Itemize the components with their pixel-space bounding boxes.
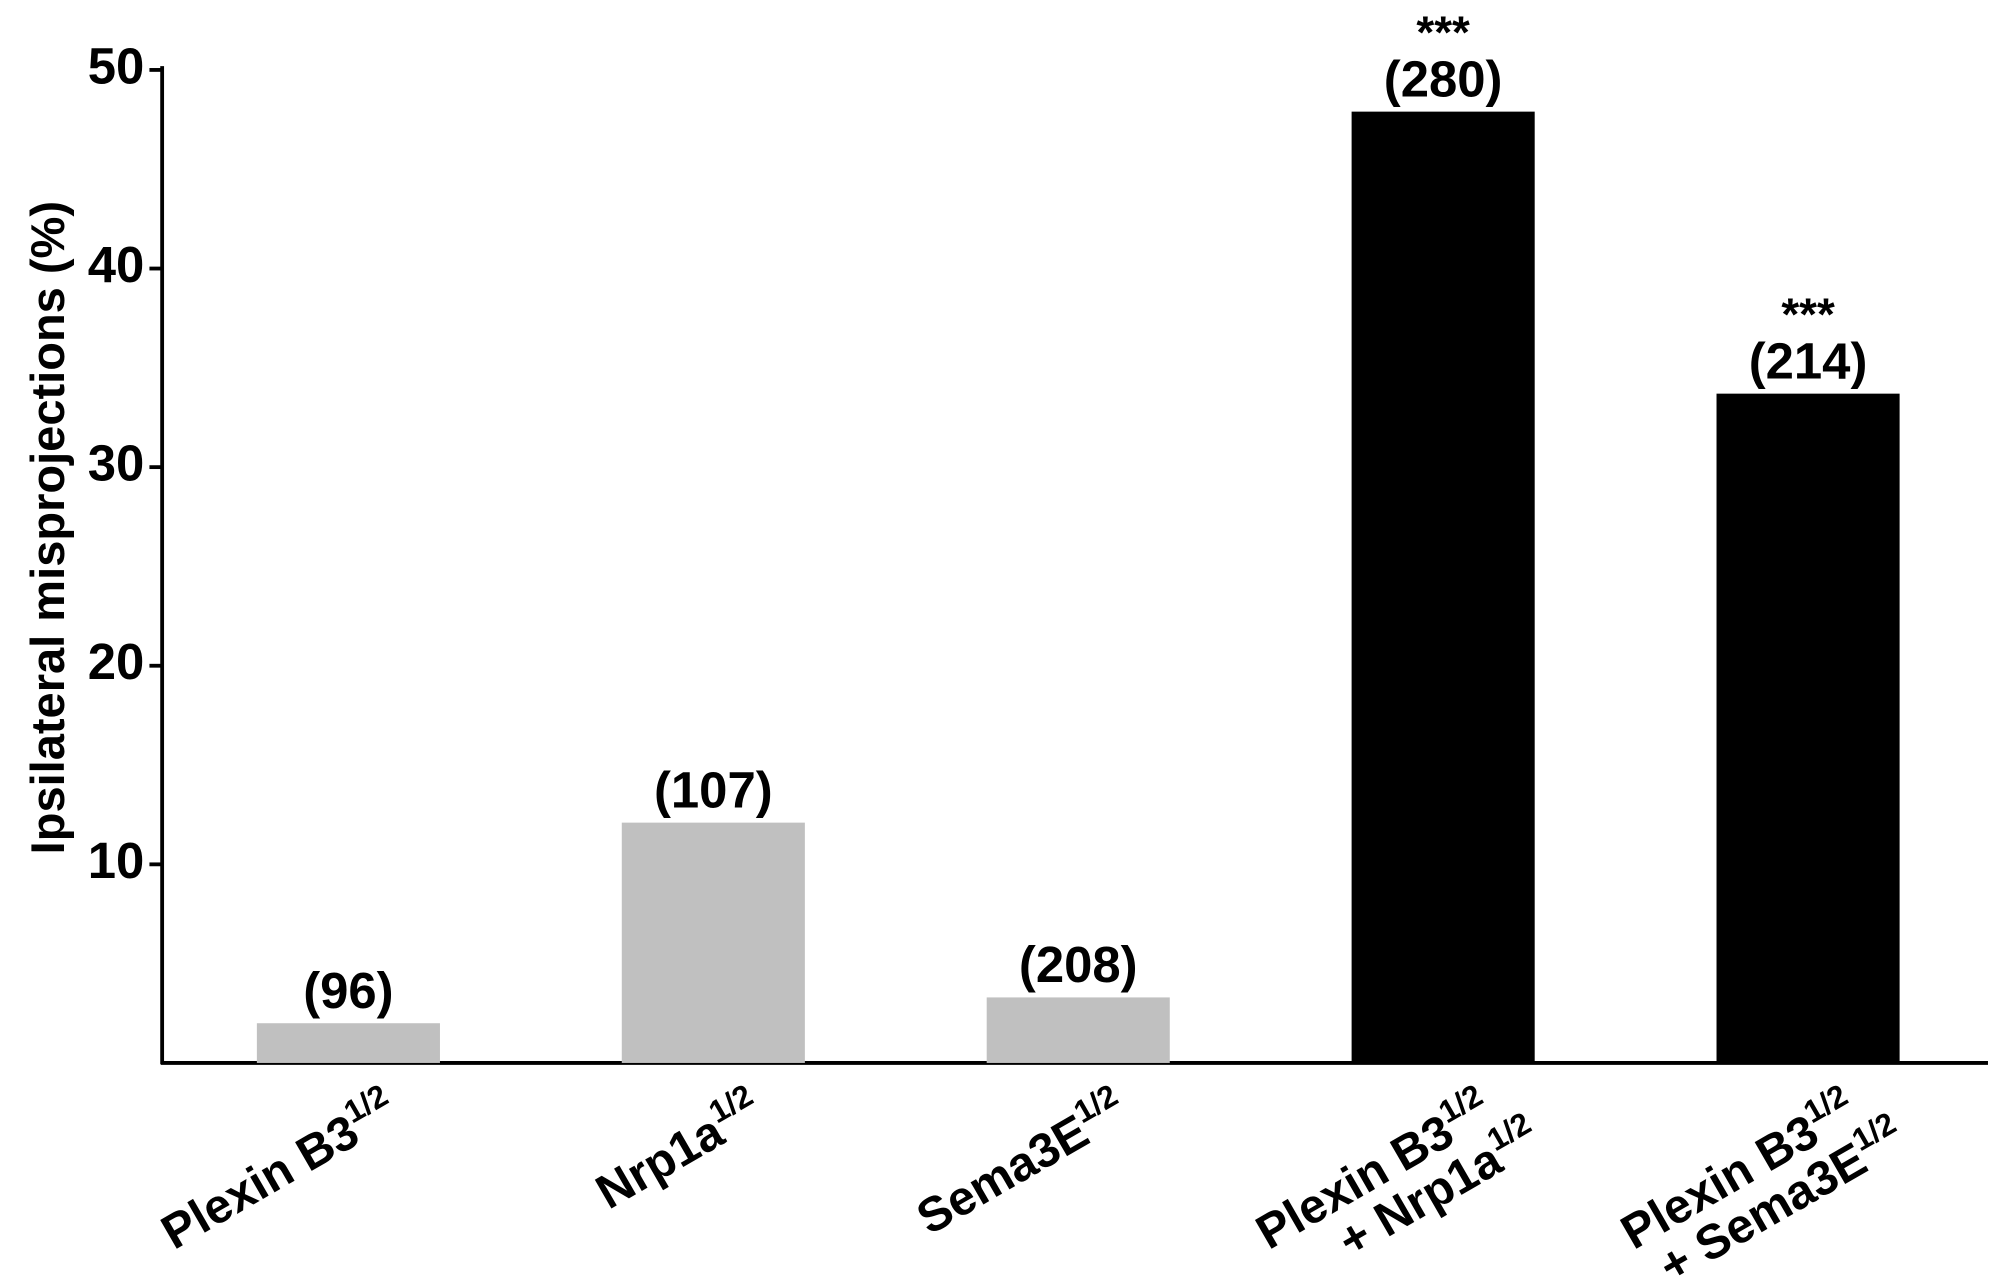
- n-label: (280): [1384, 50, 1503, 107]
- x-tick-label: Plexin B31/2: [149, 1077, 406, 1260]
- y-axis-label: Ipsilateral misprojections (%): [21, 201, 74, 854]
- y-tick-label: 30: [88, 435, 145, 492]
- bar: [1716, 393, 1900, 1063]
- n-label: (214): [1749, 332, 1868, 389]
- x-tick-label-group: Plexin B31/2+ Nrp1a1/2: [1247, 1077, 1537, 1268]
- bar: [1351, 111, 1535, 1063]
- x-tick-label-group: Plexin B31/2+ Sema3E1/2: [1612, 1077, 1902, 1288]
- significance-label: ***: [1416, 7, 1470, 58]
- x-tick-label-group: Nrp1a1/2: [584, 1077, 771, 1220]
- y-tick-label: 50: [88, 37, 145, 94]
- significance-label: ***: [1781, 289, 1835, 340]
- x-tick-label-main: Nrp1a: [587, 1104, 734, 1220]
- x-tick-label-main: Sema3E: [908, 1104, 1098, 1245]
- n-label: (107): [654, 761, 773, 818]
- x-tick-label: Nrp1a1/2: [584, 1077, 771, 1220]
- n-label: (208): [1019, 936, 1138, 993]
- y-tick-label: 10: [88, 832, 145, 889]
- x-tick-label-group: Plexin B31/2: [149, 1077, 406, 1260]
- bar: [986, 997, 1170, 1063]
- y-tick-label: 40: [88, 236, 145, 293]
- x-tick-label-group: Sema3E1/2: [905, 1077, 1136, 1245]
- bar: [621, 822, 805, 1063]
- x-tick-label-main: Plexin B3: [152, 1104, 367, 1259]
- y-tick-label: 20: [88, 633, 145, 690]
- bar: [256, 1023, 440, 1063]
- n-label: (96): [303, 962, 393, 1019]
- x-tick-label: Sema3E1/2: [905, 1077, 1136, 1245]
